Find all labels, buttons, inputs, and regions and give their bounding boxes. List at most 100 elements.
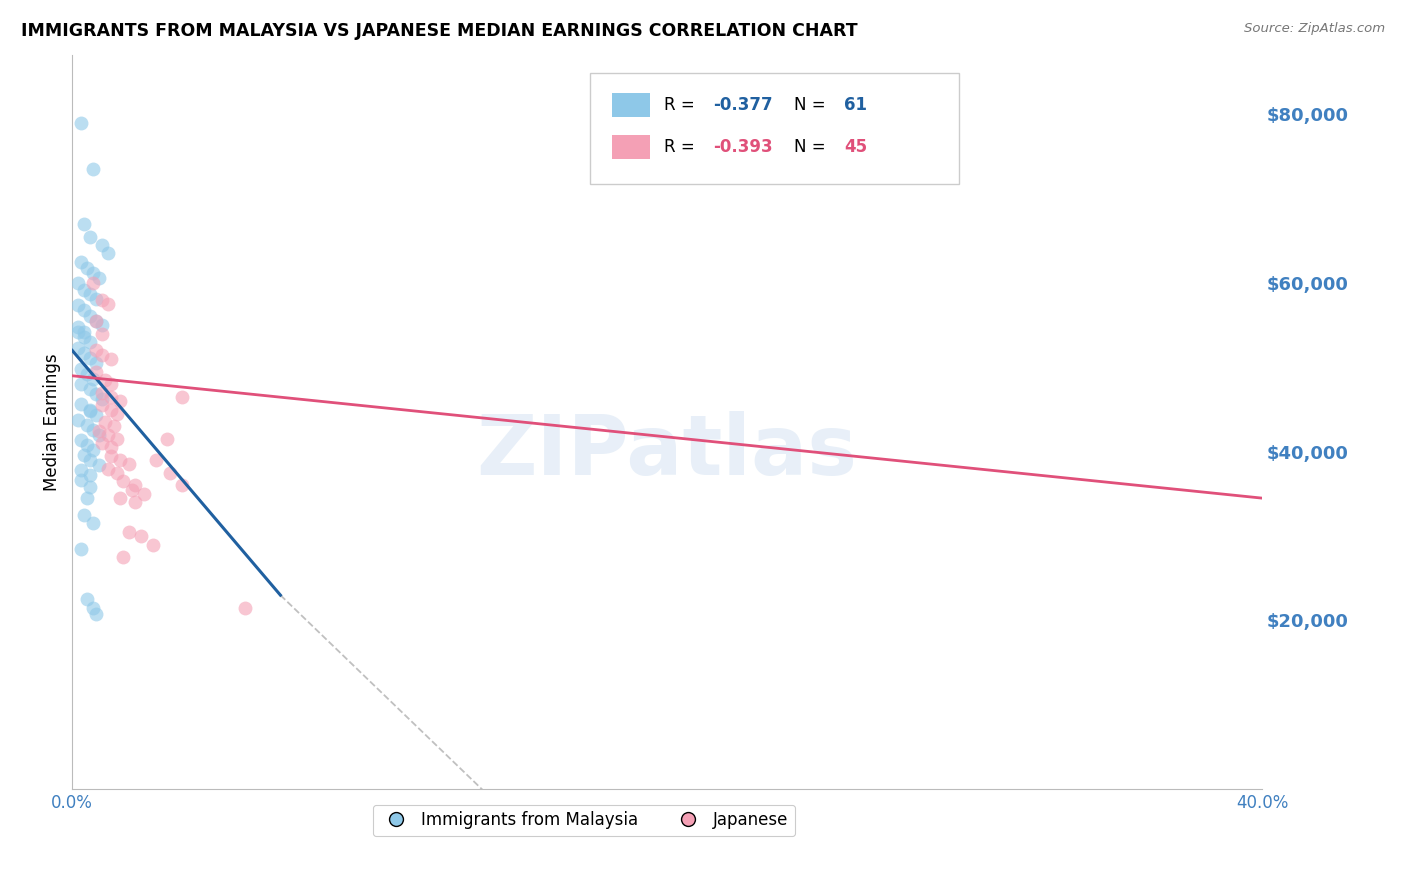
Text: 61: 61: [845, 96, 868, 114]
Point: [121, 483, 143, 497]
Point: [97, 461, 120, 475]
Point: [76, 592, 98, 607]
Text: -0.393: -0.393: [713, 138, 773, 156]
Point: [73, 325, 96, 339]
Point: [141, 537, 163, 551]
Text: R =: R =: [664, 96, 700, 114]
Point: [159, 466, 181, 480]
Y-axis label: Median Earnings: Median Earnings: [44, 353, 60, 491]
Point: [91, 293, 114, 307]
FancyBboxPatch shape: [613, 136, 651, 159]
Point: [91, 326, 114, 341]
Point: [73, 346, 96, 360]
Point: [108, 453, 131, 467]
Point: [118, 524, 141, 539]
Point: [91, 318, 114, 333]
Point: [84, 408, 107, 422]
Point: [129, 529, 152, 543]
Point: [172, 478, 194, 492]
Point: [70, 362, 93, 376]
Point: [79, 402, 101, 417]
Point: [87, 458, 110, 473]
Point: [100, 351, 122, 366]
Point: [79, 404, 101, 418]
Point: [67, 325, 90, 339]
Point: [97, 427, 120, 442]
Point: [91, 238, 114, 252]
Point: [94, 373, 117, 387]
Point: [91, 392, 114, 407]
Point: [103, 419, 125, 434]
Point: [82, 600, 104, 615]
Point: [76, 367, 98, 381]
Point: [70, 474, 93, 488]
Point: [84, 356, 107, 370]
Text: R =: R =: [664, 138, 700, 156]
Point: [91, 348, 114, 362]
Point: [70, 433, 93, 447]
Point: [70, 255, 93, 269]
Point: [108, 394, 131, 409]
Point: [67, 298, 90, 312]
Point: [91, 398, 114, 412]
Point: [84, 607, 107, 621]
Point: [97, 297, 120, 311]
Point: [79, 287, 101, 301]
Point: [70, 115, 93, 129]
Point: [67, 319, 90, 334]
Point: [156, 432, 179, 446]
Point: [67, 412, 90, 426]
Point: [82, 276, 104, 290]
Point: [111, 475, 134, 489]
Point: [100, 390, 122, 404]
Point: [100, 377, 122, 392]
Point: [82, 516, 104, 531]
Point: [145, 453, 167, 467]
Point: [79, 334, 101, 349]
Point: [132, 487, 155, 501]
Text: N =: N =: [794, 138, 831, 156]
Point: [233, 600, 256, 615]
Point: [79, 309, 101, 323]
Point: [111, 550, 134, 565]
Point: [73, 508, 96, 522]
FancyBboxPatch shape: [613, 94, 651, 117]
Point: [105, 432, 128, 446]
Point: [82, 443, 104, 458]
Legend: Immigrants from Malaysia, Japanese: Immigrants from Malaysia, Japanese: [373, 805, 794, 836]
Point: [76, 438, 98, 452]
Point: [84, 292, 107, 306]
Point: [118, 458, 141, 472]
Point: [84, 387, 107, 401]
Text: -0.377: -0.377: [713, 96, 773, 114]
Point: [172, 390, 194, 404]
Point: [84, 343, 107, 358]
Point: [73, 448, 96, 462]
Point: [100, 441, 122, 455]
Point: [82, 162, 104, 177]
Point: [100, 449, 122, 463]
Point: [87, 424, 110, 438]
Point: [105, 407, 128, 421]
Point: [91, 436, 114, 450]
Point: [76, 417, 98, 432]
Point: [84, 365, 107, 379]
Point: [79, 468, 101, 483]
Point: [67, 276, 90, 290]
Text: ZIPatlas: ZIPatlas: [477, 411, 858, 492]
Point: [73, 283, 96, 297]
Point: [73, 217, 96, 231]
Point: [87, 271, 110, 285]
Point: [100, 402, 122, 417]
Point: [82, 372, 104, 386]
Point: [79, 382, 101, 396]
Point: [79, 229, 101, 244]
FancyBboxPatch shape: [589, 73, 959, 184]
Point: [91, 385, 114, 400]
Point: [87, 427, 110, 442]
Point: [73, 302, 96, 317]
Point: [94, 415, 117, 429]
Text: 45: 45: [845, 138, 868, 156]
Point: [97, 246, 120, 260]
Point: [82, 266, 104, 280]
